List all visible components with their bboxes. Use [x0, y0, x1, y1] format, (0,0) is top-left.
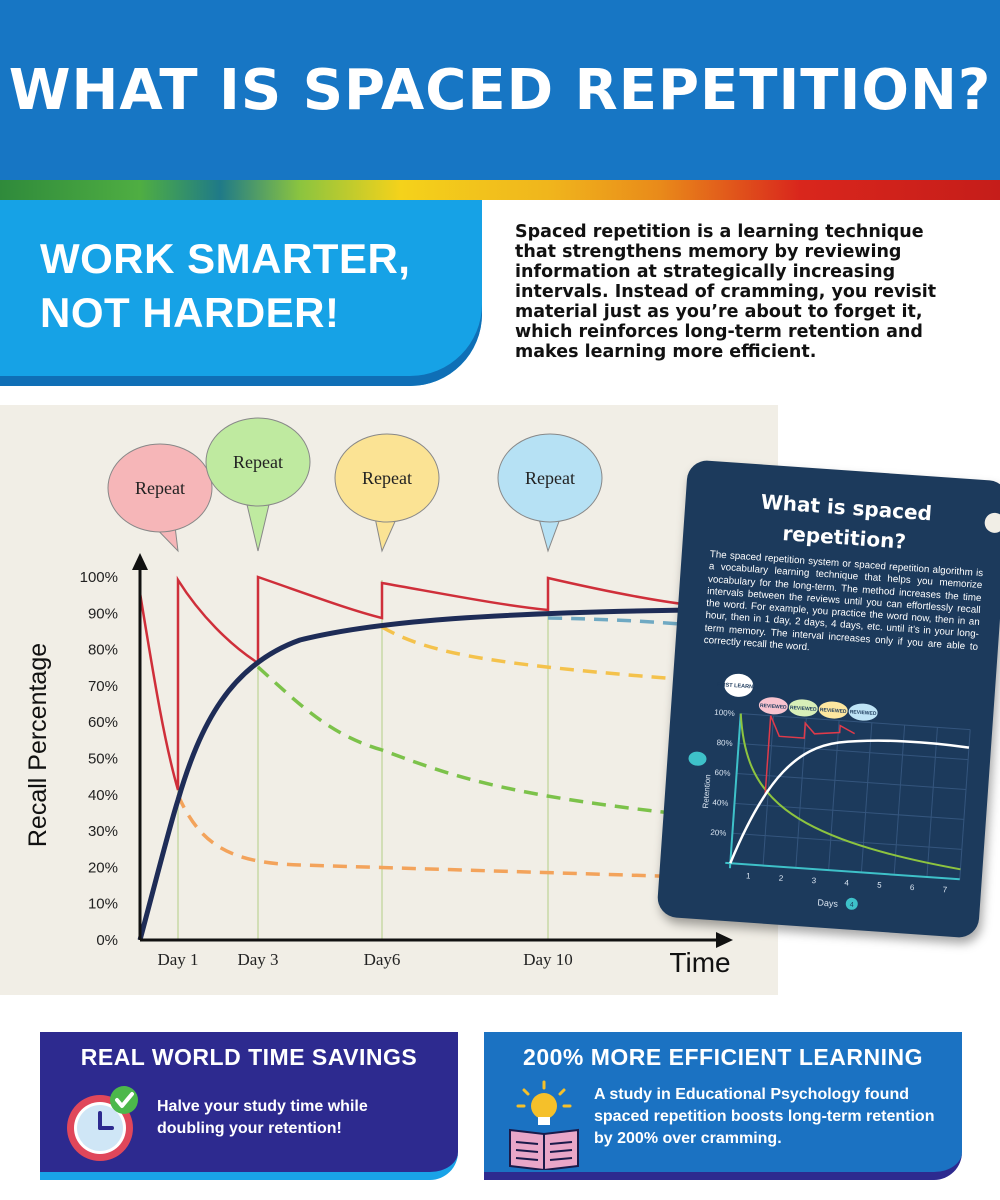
card-y-tick: 80% [716, 738, 733, 748]
repeat-bubble: Repeat [107, 443, 213, 553]
repeat-bubble: Repeat [205, 417, 311, 552]
y-tick-label: 40% [88, 787, 118, 804]
card-y-title: Retention [701, 774, 712, 809]
card-review-curve [764, 715, 856, 796]
y-axis-arrow [132, 553, 148, 570]
card-y-tick: 40% [712, 798, 729, 808]
forgetting-curve-chart: 0% 10% 20% 30% 40% 50% 60% 70% 80% 90% 100% Day 1 Da… [0, 405, 778, 995]
card-bubble-label: FIRST LEARNED [716, 682, 760, 691]
page-title: WHAT IS SPACED REPETITION? [8, 58, 992, 123]
efficient-learning-box: 200% MORE EFFICIENT LEARNING A study in … [484, 1032, 962, 1180]
card-bubble-label: REVIEWED [820, 707, 847, 715]
card-x-tick: 2 [779, 874, 785, 883]
card-x-tick: 5 [877, 881, 883, 890]
card-grid-h [738, 743, 969, 761]
decay-curve-1 [176, 794, 691, 879]
y-tick-label: 0% [96, 932, 118, 949]
decay-curve-4 [547, 616, 691, 627]
retention-curve [137, 607, 691, 941]
forgetting-curve [138, 575, 691, 791]
header-banner: WHAT IS SPACED REPETITION? [0, 0, 1000, 180]
x-tick-label: Day 10 [523, 950, 573, 969]
y-tick-label: 80% [88, 642, 118, 659]
card-bubble [847, 702, 879, 722]
card-x-tick: 3 [811, 876, 817, 885]
card-grid-v [959, 729, 971, 880]
card-retention-curve [729, 739, 970, 864]
repeat-bubble: Repeat [334, 433, 440, 553]
lightbulb-book-icon [509, 1080, 579, 1170]
card-grid-h [740, 713, 971, 731]
slogan-line-1: WORK SMARTER, [40, 235, 411, 282]
card-y-tick: 100% [714, 708, 735, 718]
decay-curve-3 [381, 625, 691, 682]
x-tick-label: Day6 [364, 950, 401, 969]
repeat-bubble-body [107, 443, 213, 533]
repeat-label: Repeat [233, 452, 283, 472]
repeat-bubble: Repeat [497, 433, 603, 553]
card-x-tick: 6 [910, 883, 916, 892]
card-bubble-label: REVIEWED [760, 703, 787, 711]
info-card: What is spaced repetition? The spaced re… [656, 459, 1000, 939]
repeat-label: Repeat [362, 468, 412, 488]
efficient-learning-text: A study in Educational Psychology found … [594, 1086, 935, 1147]
y-tick-label: 90% [88, 605, 118, 622]
card-y-axis [728, 713, 742, 869]
y-tick-label: 50% [88, 751, 118, 768]
time-savings-box: REAL WORLD TIME SAVINGS Halve your study… [40, 1032, 458, 1180]
card-grid-h [736, 772, 967, 790]
color-stripe [0, 180, 1000, 200]
card-x-tick: 7 [942, 885, 948, 894]
y-axis-title: Recall Percentage [24, 643, 52, 847]
repeat-bubble-body [497, 433, 603, 523]
x-axis-arrow [716, 932, 733, 948]
card-grid-v [893, 725, 906, 875]
x-tick-label: Day 3 [237, 950, 278, 969]
y-tick-label: 20% [88, 859, 118, 876]
card-grid-v [860, 722, 873, 873]
intro-paragraph: Spaced repetition is a learning techniqu… [515, 222, 937, 362]
slogan-text: WORK SMARTER, NOT HARDER! [40, 232, 410, 340]
forgetting-curve-svg: 0% 10% 20% 30% 40% 50% 60% 70% 80% 90% 100% Day 1 Da… [24, 417, 733, 978]
repeat-label: Repeat [525, 468, 575, 488]
efficient-learning-title: 200% MORE EFFICIENT LEARNING [523, 1044, 923, 1070]
card-chart-svg: 20% 40% 60% 80% 100% 1 2 3 4 5 6 7 Days 4 Retention FIR… [688, 672, 971, 910]
card-x-tick: 4 [844, 878, 850, 887]
repeat-label: Repeat [135, 478, 185, 498]
card-y-tick: 20% [710, 828, 727, 838]
card-bubble-label: REVIEWED [790, 705, 817, 713]
card-bubble [723, 672, 755, 698]
card-x-axis [725, 861, 960, 881]
slogan-banner: WORK SMARTER, NOT HARDER! [0, 200, 482, 386]
clock-check-icon [67, 1086, 138, 1161]
card-title: What is spaced repetition? [760, 489, 933, 554]
time-savings-text: Halve your study time while doubling you… [157, 1098, 368, 1137]
card-grid-v [795, 718, 807, 868]
card-grid-v [828, 720, 840, 871]
decay-curve-2 [256, 665, 691, 817]
repeat-bubble-body [334, 433, 440, 523]
y-tick-label: 60% [88, 714, 118, 731]
time-savings-title: REAL WORLD TIME SAVINGS [80, 1044, 418, 1070]
card-x-tick: 1 [746, 871, 752, 880]
y-tick-label: 10% [88, 896, 118, 913]
card-grid-v [926, 727, 938, 878]
card-y-tick: 60% [714, 768, 731, 778]
card-grid-h [734, 802, 964, 820]
x-axis-title: Time [669, 947, 730, 978]
brain-icon [688, 751, 707, 766]
y-tick-label: 70% [88, 678, 118, 695]
card-bubble-label: REVIEWED [850, 709, 877, 717]
card-forgetting-curve [739, 713, 961, 871]
x-tick-label: Day 1 [157, 950, 198, 969]
repeat-bubble-body [205, 417, 311, 507]
y-tick-label: 30% [88, 823, 118, 840]
card-body: The spaced repetition system or spaced r… [703, 549, 984, 654]
card-x-title: Days [817, 897, 839, 908]
slogan-line-2: NOT HARDER! [40, 289, 340, 336]
card-badge-text: 4 [849, 902, 853, 909]
y-tick-label: 100% [80, 569, 118, 586]
card-badge-circle [845, 897, 858, 910]
